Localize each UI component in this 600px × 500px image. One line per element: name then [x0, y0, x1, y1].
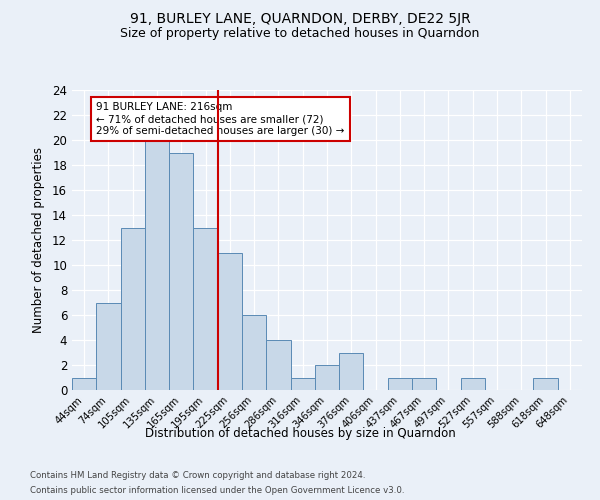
- Bar: [145, 140, 169, 390]
- Text: Size of property relative to detached houses in Quarndon: Size of property relative to detached ho…: [121, 28, 479, 40]
- Bar: [218, 252, 242, 390]
- Bar: [388, 378, 412, 390]
- Text: 91 BURLEY LANE: 216sqm
← 71% of detached houses are smaller (72)
29% of semi-det: 91 BURLEY LANE: 216sqm ← 71% of detached…: [96, 102, 344, 136]
- Text: Distribution of detached houses by size in Quarndon: Distribution of detached houses by size …: [145, 428, 455, 440]
- Bar: [533, 378, 558, 390]
- Bar: [169, 152, 193, 390]
- Text: Contains public sector information licensed under the Open Government Licence v3: Contains public sector information licen…: [30, 486, 404, 495]
- Bar: [72, 378, 96, 390]
- Bar: [242, 315, 266, 390]
- Bar: [315, 365, 339, 390]
- Bar: [412, 378, 436, 390]
- Bar: [339, 352, 364, 390]
- Text: 91, BURLEY LANE, QUARNDON, DERBY, DE22 5JR: 91, BURLEY LANE, QUARNDON, DERBY, DE22 5…: [130, 12, 470, 26]
- Bar: [121, 228, 145, 390]
- Bar: [266, 340, 290, 390]
- Bar: [461, 378, 485, 390]
- Bar: [96, 302, 121, 390]
- Bar: [290, 378, 315, 390]
- Y-axis label: Number of detached properties: Number of detached properties: [32, 147, 45, 333]
- Bar: [193, 228, 218, 390]
- Text: Contains HM Land Registry data © Crown copyright and database right 2024.: Contains HM Land Registry data © Crown c…: [30, 471, 365, 480]
